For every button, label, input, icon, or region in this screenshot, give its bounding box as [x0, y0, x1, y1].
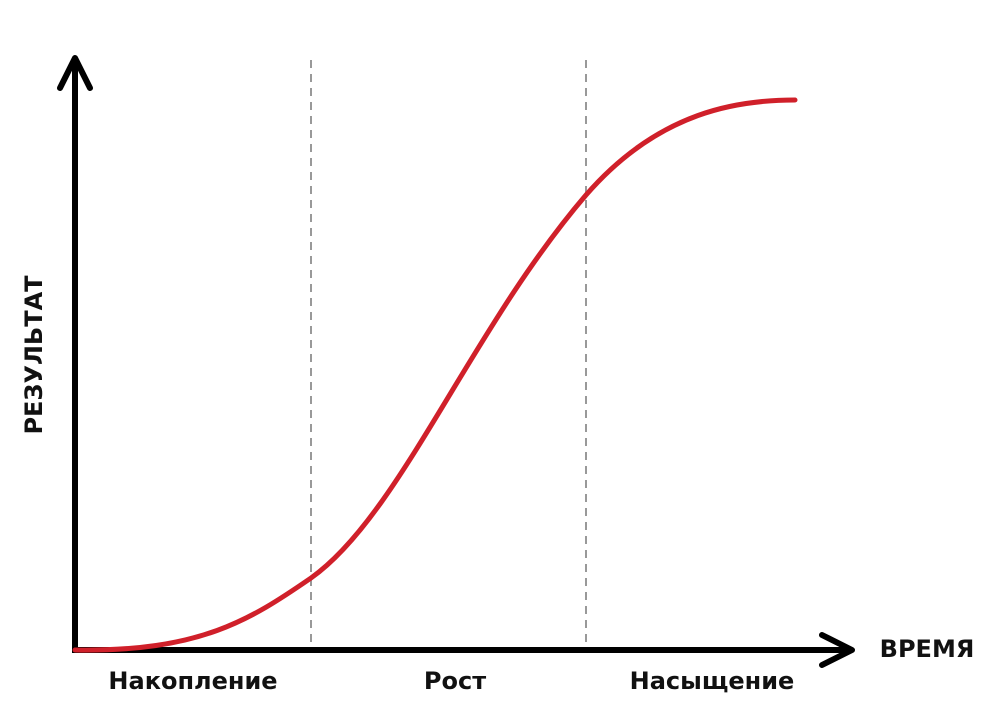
x-axis-arrow: [819, 632, 855, 668]
y-axis-arrow: [57, 55, 93, 91]
x-axis-label: ВРЕМЯ: [880, 635, 975, 663]
phase-label: Рост: [424, 667, 486, 695]
phase-label: Насыщение: [630, 667, 795, 695]
y-axis-label: РЕЗУЛЬТАТ: [20, 275, 48, 435]
phase-label: Накопление: [108, 667, 277, 695]
s-curve: [72, 97, 798, 653]
